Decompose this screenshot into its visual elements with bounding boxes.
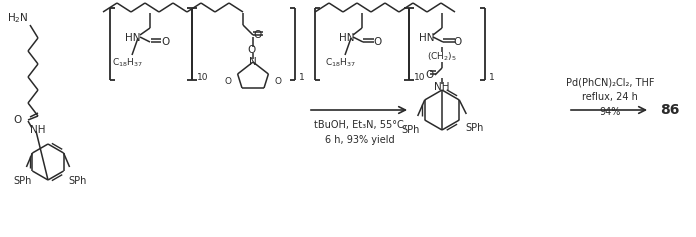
Text: (CH$_2$)$_5$: (CH$_2$)$_5$ (427, 51, 457, 63)
Text: SPh: SPh (13, 176, 31, 186)
Text: SPh: SPh (68, 176, 87, 186)
Text: 94%: 94% (599, 107, 621, 117)
Text: HN: HN (125, 33, 141, 43)
Text: SPh: SPh (402, 125, 420, 135)
Text: 1: 1 (489, 73, 495, 82)
Text: O: O (275, 77, 282, 86)
Text: HN: HN (339, 33, 355, 43)
Text: 10: 10 (197, 73, 209, 82)
Text: NH: NH (30, 125, 46, 135)
Text: O: O (248, 45, 256, 55)
Text: H$_2$N: H$_2$N (7, 11, 29, 25)
Text: N: N (249, 57, 257, 67)
Text: 86: 86 (661, 103, 680, 117)
Text: Pd(PhCN)₂Cl₂, THF: Pd(PhCN)₂Cl₂, THF (566, 77, 654, 87)
Text: NH: NH (434, 82, 450, 92)
Text: 6 h, 93% yield: 6 h, 93% yield (325, 135, 395, 145)
Text: O: O (14, 115, 22, 125)
Text: O: O (161, 37, 169, 47)
Text: reflux, 24 h: reflux, 24 h (582, 92, 638, 102)
Text: O: O (224, 77, 231, 86)
Text: 1: 1 (299, 73, 305, 82)
Text: tBuOH, Et₃N, 55°C,: tBuOH, Et₃N, 55°C, (314, 120, 406, 130)
Text: C$_{18}$H$_{37}$: C$_{18}$H$_{37}$ (326, 57, 356, 69)
Text: O: O (426, 70, 434, 80)
Text: O: O (254, 30, 262, 40)
Text: O: O (373, 37, 381, 47)
Text: SPh: SPh (465, 123, 484, 133)
Text: C$_{18}$H$_{37}$: C$_{18}$H$_{37}$ (113, 57, 143, 69)
Text: HN: HN (419, 33, 435, 43)
Text: O: O (454, 37, 462, 47)
Text: 10: 10 (414, 73, 425, 82)
